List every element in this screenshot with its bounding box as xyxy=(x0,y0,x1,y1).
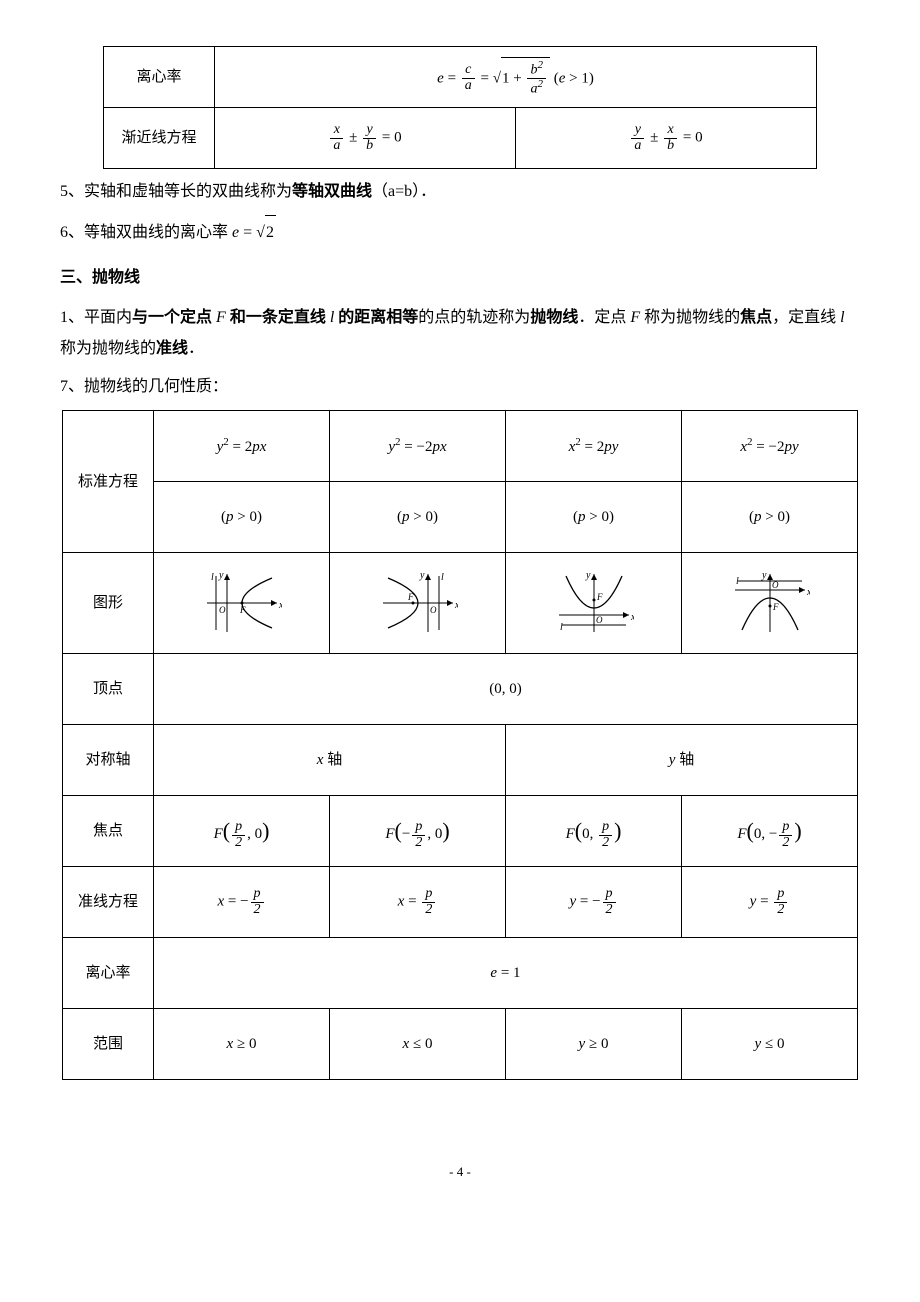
svg-text:F: F xyxy=(772,602,779,612)
svg-text:y: y xyxy=(761,570,767,581)
page-number: - 4 - xyxy=(60,1160,860,1185)
row-asymptote-label: 渐近线方程 xyxy=(104,108,215,169)
svg-text:F: F xyxy=(407,592,414,602)
parabola-table: 标准方程 y2 = 2px y2 = −2px x2 = 2py x2 = −2… xyxy=(62,410,858,1080)
line-7: 7、抛物线的几何性质： xyxy=(60,372,860,402)
pc1: (p > 0) xyxy=(154,482,330,553)
svg-text:l: l xyxy=(211,572,214,583)
asymptote-left: xa ± yb = 0 xyxy=(215,108,516,169)
svg-text:O: O xyxy=(772,580,779,590)
pc3: (p > 0) xyxy=(506,482,682,553)
p1-t1: 1、平面内 xyxy=(60,309,132,326)
line-5: 5、实轴和虚轴等长的双曲线称为等轴双曲线（a=b）． xyxy=(60,177,860,207)
l5-prefix: 5、实轴和虚轴等长的双曲线称为 xyxy=(60,183,292,200)
svg-text:x: x xyxy=(278,600,282,611)
eq1: y2 = 2px xyxy=(154,411,330,482)
section-3-heading: 三、抛物线 xyxy=(60,263,860,293)
p1-t4: 称为抛物线的 xyxy=(640,309,740,326)
focus2: F(−p2, 0) xyxy=(330,796,506,867)
p1-v1: F xyxy=(212,309,230,326)
asymptote-right: ya ± xb = 0 xyxy=(516,108,817,169)
ecc2-val: e = 1 xyxy=(154,938,858,1009)
p1-b1: 与一个定点 xyxy=(132,309,212,326)
parabola-down-icon: x y l O F xyxy=(730,570,810,636)
row-focus-label: 焦点 xyxy=(63,796,154,867)
row-ecc2-label: 离心率 xyxy=(63,938,154,1009)
svg-text:x: x xyxy=(454,600,458,611)
pc4: (p > 0) xyxy=(682,482,858,553)
row-vertex-label: 顶点 xyxy=(63,654,154,725)
symaxis-y: y 轴 xyxy=(506,725,858,796)
pc2: (p > 0) xyxy=(330,482,506,553)
p1-t3: ．定点 xyxy=(578,309,630,326)
shape4: x y l O F xyxy=(682,553,858,654)
p1-t6: 称为抛物线的 xyxy=(60,340,156,357)
vertex-val: (0, 0) xyxy=(154,654,858,725)
svg-text:F: F xyxy=(596,592,603,602)
row-range-label: 范围 xyxy=(63,1009,154,1080)
svg-text:y: y xyxy=(419,570,425,581)
parabola-left-icon: x y l O F xyxy=(378,570,458,636)
p1-b5: 焦点 xyxy=(740,309,772,326)
parabola-right-icon: x y l O F xyxy=(202,570,282,636)
eq2: y2 = −2px xyxy=(330,411,506,482)
parabola-def: 1、平面内与一个定点 F 和一条定直线 l 的距离相等的点的轨迹称为抛物线．定点… xyxy=(60,303,860,364)
row-std-eq-label: 标准方程 xyxy=(63,411,154,553)
p1-t2: 的点的轨迹称为 xyxy=(418,309,530,326)
range3: y ≥ 0 xyxy=(506,1009,682,1080)
p1-v2: l xyxy=(326,309,338,326)
svg-text:O: O xyxy=(430,605,437,615)
svg-text:l: l xyxy=(736,576,739,587)
dir2: x = p2 xyxy=(330,867,506,938)
row-ecc-label: 离心率 xyxy=(104,47,215,108)
dir1: x = −p2 xyxy=(154,867,330,938)
ecc-formula-cell: e = ca = √1 + b2a2 (e > 1) xyxy=(215,47,817,108)
eq4: x2 = −2py xyxy=(682,411,858,482)
shape1: x y l O F xyxy=(154,553,330,654)
p1-v4: l xyxy=(840,309,844,326)
p1-b4: 抛物线 xyxy=(530,309,578,326)
svg-text:y: y xyxy=(218,570,224,581)
p1-t5: ，定直线 xyxy=(772,309,840,326)
svg-text:x: x xyxy=(630,612,634,623)
p1-t7: ． xyxy=(188,340,204,357)
p1-b2: 和一条定直线 xyxy=(230,309,326,326)
parabola-up-icon: x y l O F xyxy=(554,570,634,636)
symaxis-x: x 轴 xyxy=(154,725,506,796)
hyperbola-table: 离心率 e = ca = √1 + b2a2 (e > 1) 渐近线方程 xa … xyxy=(103,46,817,169)
p1-b3: 的距离相等 xyxy=(338,309,418,326)
shape3: x y l O F xyxy=(506,553,682,654)
row-shape-label: 图形 xyxy=(63,553,154,654)
l5-suffix: （a=b）． xyxy=(372,183,436,200)
svg-text:l: l xyxy=(560,622,563,633)
p1-b6: 准线 xyxy=(156,340,188,357)
row-directrix-label: 准线方程 xyxy=(63,867,154,938)
p1-v3: F xyxy=(630,309,640,326)
focus1: F(p2, 0) xyxy=(154,796,330,867)
eq3: x2 = 2py xyxy=(506,411,682,482)
range2: x ≤ 0 xyxy=(330,1009,506,1080)
range4: y ≤ 0 xyxy=(682,1009,858,1080)
svg-text:F: F xyxy=(239,605,246,615)
focus3: F(0, p2) xyxy=(506,796,682,867)
dir3: y = −p2 xyxy=(506,867,682,938)
dir4: y = p2 xyxy=(682,867,858,938)
svg-text:O: O xyxy=(596,615,603,625)
svg-text:x: x xyxy=(806,587,810,598)
row-symaxis-label: 对称轴 xyxy=(63,725,154,796)
shape2: x y l O F xyxy=(330,553,506,654)
svg-text:y: y xyxy=(585,570,591,581)
l5-bold: 等轴双曲线 xyxy=(292,183,372,200)
range1: x ≥ 0 xyxy=(154,1009,330,1080)
svg-text:l: l xyxy=(441,572,444,583)
focus4: F(0, −p2) xyxy=(682,796,858,867)
l6-prefix: 6、等轴双曲线的离心率 xyxy=(60,224,232,241)
svg-text:O: O xyxy=(219,605,226,615)
line-6: 6、等轴双曲线的离心率 e = √2 xyxy=(60,215,860,248)
